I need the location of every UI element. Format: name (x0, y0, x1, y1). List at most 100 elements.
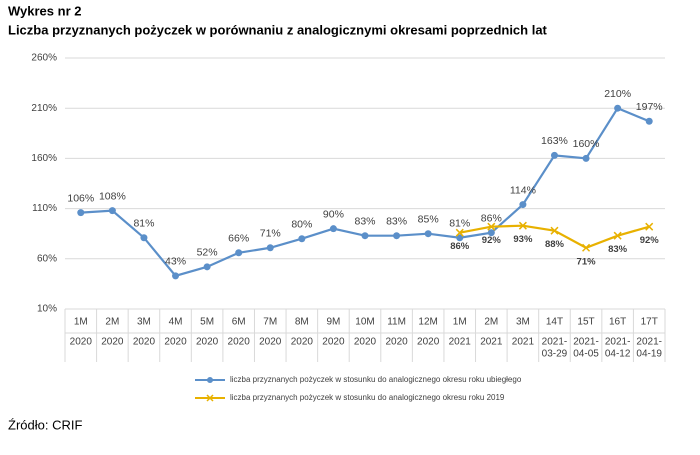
point (613, 231, 622, 240)
x-tick-label: 04-05 (573, 349, 599, 360)
data-label: 83% (608, 244, 628, 255)
data-label: 80% (291, 219, 312, 231)
x-tick-label: 2020 (417, 337, 440, 348)
x-tick-label: 2020 (322, 337, 345, 348)
x-tick-label: 6M (232, 317, 246, 328)
point (550, 151, 558, 159)
x-tick-label: 12M (418, 317, 437, 328)
data-label: 92% (482, 235, 502, 246)
data-label: 106% (67, 192, 94, 204)
y-tick-label: 110% (32, 203, 57, 214)
y-tick-label: 160% (31, 153, 57, 164)
x-tick-label: 5M (200, 317, 214, 328)
x-tick-label: 3M (516, 317, 530, 328)
x-tick-label: 04-12 (605, 349, 631, 360)
x-tick-label: 2021- (573, 337, 599, 348)
data-label: 71% (577, 256, 597, 267)
point (235, 249, 243, 257)
x-tick-label: 10M (355, 317, 374, 328)
x-tick-label: 04-19 (636, 349, 662, 360)
x-tick-label: 3M (137, 317, 151, 328)
x-tick-label: 2021 (449, 337, 472, 348)
data-label: 163% (541, 135, 568, 147)
data-label: 90% (323, 208, 344, 220)
data-label: 197% (636, 101, 663, 113)
x-tick-label: 2021- (542, 337, 568, 348)
point (645, 222, 654, 231)
x-tick-label: 2020 (133, 337, 156, 348)
point (614, 104, 622, 112)
chart-title: Wykres nr 2 (8, 3, 81, 18)
data-label: 81% (133, 217, 154, 229)
data-label: 66% (228, 233, 249, 245)
data-label: 83% (386, 215, 407, 227)
x-tick-label: 15T (577, 317, 594, 328)
point (108, 207, 116, 215)
x-tick-label: 2020 (354, 337, 377, 348)
legend-marker (206, 394, 214, 402)
x-tick-label: 2020 (259, 337, 282, 348)
x-tick-label: 2021 (480, 337, 503, 348)
x-tick-label: 2020 (228, 337, 251, 348)
point (550, 226, 559, 235)
point (393, 232, 401, 240)
data-label: 83% (354, 215, 375, 227)
x-tick-label: 14T (546, 317, 563, 328)
x-tick-label: 16T (609, 317, 626, 328)
x-tick-label: 2M (105, 317, 119, 328)
x-tick-label: 8M (295, 317, 309, 328)
data-label: 93% (513, 234, 533, 245)
x-tick-label: 11M (387, 317, 406, 328)
data-label: 86% (481, 212, 502, 224)
y-tick-label: 10% (37, 304, 57, 315)
data-label: 88% (545, 239, 565, 250)
x-tick-label: 2020 (385, 337, 408, 348)
x-tick-label: 2020 (291, 337, 314, 348)
point (361, 232, 369, 240)
point (298, 235, 306, 243)
point (582, 154, 590, 162)
point (487, 229, 495, 237)
point (645, 117, 653, 125)
legend-marker (207, 377, 213, 383)
source: Źródło: CRIF (8, 417, 82, 432)
x-tick-label: 1M (453, 317, 467, 328)
x-tick-label: 2021- (605, 337, 631, 348)
data-label: 71% (260, 228, 281, 240)
y-tick-label: 60% (37, 253, 57, 264)
y-tick-label: 260% (31, 53, 57, 64)
x-tick-label: 4M (169, 317, 183, 328)
point (519, 201, 527, 209)
point (329, 225, 337, 233)
x-tick-label: 03-29 (542, 349, 568, 360)
x-tick-label: 2021 (512, 337, 535, 348)
point (455, 228, 464, 237)
legend-label: liczba przyznanych pożyczek w stosunku d… (230, 393, 505, 402)
data-label: 210% (604, 88, 631, 100)
point (172, 272, 180, 280)
x-tick-label: 9M (326, 317, 340, 328)
data-label: 108% (99, 190, 126, 202)
chart-subtitle: Liczba przyznanych pożyczek w porównaniu… (8, 22, 548, 37)
x-tick-label: 1M (74, 317, 88, 328)
data-label: 92% (640, 235, 660, 246)
x-tick-label: 2020 (196, 337, 219, 348)
point (518, 221, 527, 230)
x-tick-label: 2020 (101, 337, 124, 348)
data-label: 160% (573, 138, 600, 150)
x-tick-label: 2021- (636, 337, 662, 348)
x-tick-label: 2020 (164, 337, 187, 348)
data-label: 81% (449, 217, 470, 229)
x-tick-label: 2020 (70, 337, 93, 348)
point (140, 234, 148, 242)
point (424, 230, 432, 238)
data-label: 86% (450, 241, 470, 252)
point (456, 234, 464, 242)
series-line (80, 106, 650, 278)
x-tick-label: 7M (263, 317, 277, 328)
data-label: 114% (510, 184, 536, 196)
y-tick-label: 210% (31, 103, 57, 114)
data-label: 43% (165, 256, 186, 268)
data-label: 85% (418, 213, 439, 225)
